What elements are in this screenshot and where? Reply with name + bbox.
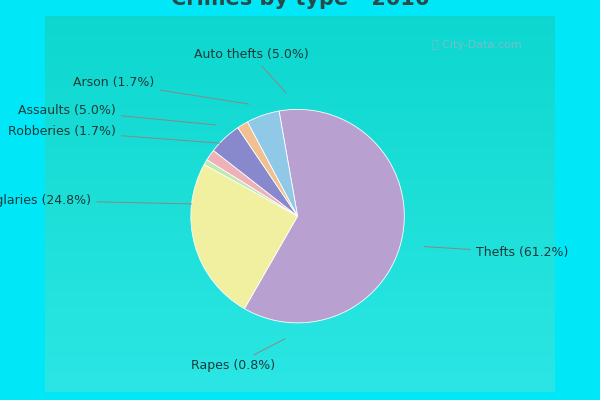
Wedge shape bbox=[204, 160, 298, 216]
Text: ⓘ City-Data.com: ⓘ City-Data.com bbox=[432, 40, 522, 50]
Text: Thefts (61.2%): Thefts (61.2%) bbox=[424, 246, 568, 259]
Wedge shape bbox=[238, 122, 298, 216]
Text: Auto thefts (5.0%): Auto thefts (5.0%) bbox=[194, 48, 309, 93]
Wedge shape bbox=[248, 111, 298, 216]
Text: Robberies (1.7%): Robberies (1.7%) bbox=[8, 125, 220, 143]
Title: Crimes by type - 2016: Crimes by type - 2016 bbox=[171, 0, 429, 9]
Wedge shape bbox=[214, 128, 298, 216]
Wedge shape bbox=[244, 109, 404, 323]
Wedge shape bbox=[191, 164, 298, 309]
Wedge shape bbox=[207, 150, 298, 216]
Text: Arson (1.7%): Arson (1.7%) bbox=[73, 76, 249, 104]
Text: Assaults (5.0%): Assaults (5.0%) bbox=[18, 104, 216, 125]
Text: Burglaries (24.8%): Burglaries (24.8%) bbox=[0, 194, 192, 207]
Text: Rapes (0.8%): Rapes (0.8%) bbox=[191, 339, 286, 372]
